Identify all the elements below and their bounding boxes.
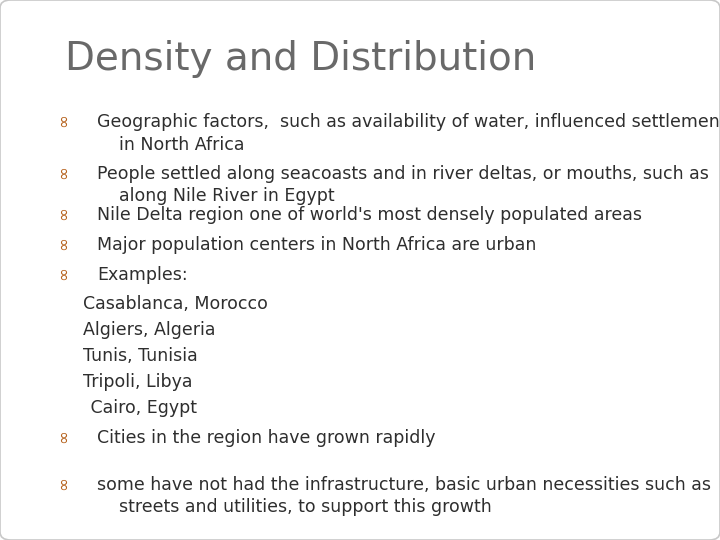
Text: Algiers, Algeria: Algiers, Algeria	[83, 321, 215, 339]
Text: some have not had the infrastructure, basic urban necessities such as
    street: some have not had the infrastructure, ba…	[97, 476, 711, 516]
Text: ∞: ∞	[54, 266, 72, 280]
Text: Tripoli, Libya: Tripoli, Libya	[83, 373, 192, 391]
Text: Major population centers in North Africa are urban: Major population centers in North Africa…	[97, 236, 536, 254]
Text: ∞: ∞	[54, 206, 72, 220]
Text: ∞: ∞	[54, 476, 72, 490]
Text: ∞: ∞	[54, 429, 72, 443]
Text: ∞: ∞	[54, 113, 72, 127]
Text: Cairo, Egypt: Cairo, Egypt	[85, 399, 197, 417]
Text: Tunis, Tunisia: Tunis, Tunisia	[83, 347, 197, 365]
Text: Geographic factors,  such as availability of water, influenced settlement
    in: Geographic factors, such as availability…	[97, 113, 720, 153]
Text: ∞: ∞	[54, 236, 72, 250]
Text: Cities in the region have grown rapidly: Cities in the region have grown rapidly	[97, 429, 436, 447]
Text: People settled along seacoasts and in river deltas, or mouths, such as
    along: People settled along seacoasts and in ri…	[97, 165, 709, 205]
Text: Nile Delta region one of world's most densely populated areas: Nile Delta region one of world's most de…	[97, 206, 642, 224]
Text: ∞: ∞	[54, 165, 72, 179]
Text: Casablanca, Morocco: Casablanca, Morocco	[83, 295, 268, 313]
Text: Density and Distribution: Density and Distribution	[65, 40, 536, 78]
Text: Examples:: Examples:	[97, 266, 188, 284]
